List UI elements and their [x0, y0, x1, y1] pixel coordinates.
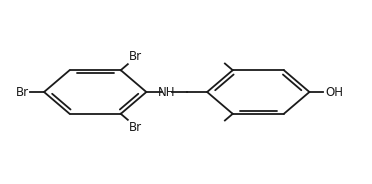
Text: Br: Br	[129, 121, 142, 134]
Text: Br: Br	[129, 50, 142, 63]
Text: Br: Br	[16, 86, 29, 98]
Text: OH: OH	[325, 86, 343, 98]
Text: NH: NH	[158, 86, 176, 98]
